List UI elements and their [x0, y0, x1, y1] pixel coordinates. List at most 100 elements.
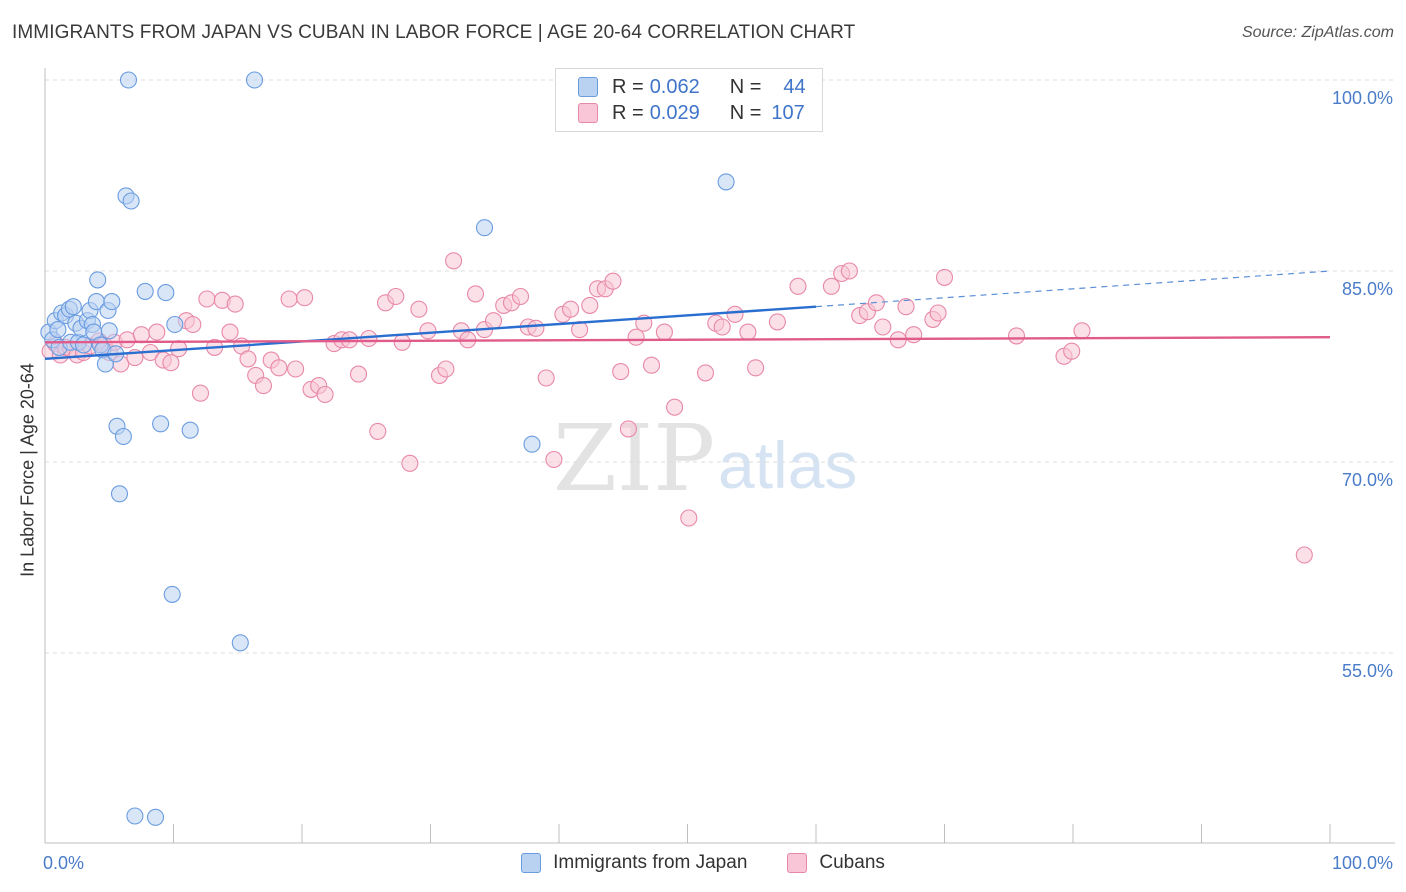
watermark-zip: ZIP: [553, 405, 715, 512]
watermark-atlas: atlas: [718, 428, 857, 502]
trend-line-cubans: [44, 336, 1331, 344]
data-point: [89, 271, 107, 289]
data-point: [96, 355, 114, 373]
stats-legend: R = 0.062 N = 44 R = 0.029 N = 107: [555, 68, 823, 132]
legend-r-label: R =: [612, 75, 644, 98]
trend-layer: [44, 270, 1331, 361]
data-point: [254, 377, 273, 395]
data-point: [655, 323, 673, 341]
data-point: [897, 298, 915, 316]
tick-labels: 100.0% 85.0% 70.0% 55.0% 0.0% 100.0%: [43, 88, 1393, 873]
data-point: [604, 272, 622, 290]
legend-row-japan: R = 0.062 N = 44: [578, 74, 806, 100]
data-point: [768, 313, 786, 331]
data-point: [49, 321, 67, 339]
data-point: [181, 421, 199, 439]
data-point: [287, 360, 305, 378]
data-point: [163, 585, 181, 603]
data-point: [74, 336, 93, 354]
data-point: [369, 422, 387, 440]
data-point: [475, 219, 494, 237]
data-point: [349, 365, 368, 383]
data-point: [713, 318, 731, 336]
data-point: [110, 485, 129, 503]
trend-line-japan: [44, 305, 817, 361]
data-point: [401, 454, 419, 472]
legend-n-value: 107: [771, 101, 805, 124]
data-point: [696, 364, 715, 382]
data-point: [162, 354, 180, 372]
data-point: [642, 356, 661, 374]
legend-row-cubans: R = 0.029 N = 107: [578, 100, 805, 126]
data-point: [935, 268, 954, 286]
data-point: [789, 277, 807, 295]
data-point: [245, 71, 264, 89]
data-point: [537, 369, 555, 387]
trend-line-japan-extension: [815, 270, 1331, 308]
data-point: [198, 290, 216, 308]
legend-r-value: 0.062: [649, 75, 700, 98]
x-tick-label: 100.0%: [1332, 853, 1393, 873]
data-point: [100, 322, 118, 340]
data-point: [126, 807, 144, 825]
data-point: [119, 71, 138, 89]
data-point: [822, 277, 840, 295]
data-point: [905, 326, 923, 344]
data-point: [280, 290, 298, 308]
legend-n-label: N =: [729, 75, 762, 98]
data-point: [1295, 546, 1313, 564]
watermark: ZIP atlas: [553, 405, 857, 512]
data-point: [929, 304, 947, 322]
data-point: [157, 284, 175, 302]
data-point: [103, 293, 121, 311]
data-point: [270, 359, 288, 377]
x-tick-label: 0.0%: [43, 853, 84, 873]
legend-item-cubans[interactable]: Cubans: [787, 852, 885, 874]
data-point: [739, 323, 757, 341]
legend-label-cubans: Cubans: [819, 852, 885, 873]
series-cubans: [41, 252, 1313, 564]
data-point: [747, 359, 765, 377]
data-point: [545, 450, 563, 469]
data-point: [410, 300, 428, 318]
data-point: [166, 315, 184, 334]
data-point: [726, 305, 744, 323]
data-point: [296, 289, 314, 307]
data-point: [840, 262, 858, 280]
y-tick-label: 55.0%: [1342, 661, 1393, 681]
y-tick-label: 85.0%: [1342, 279, 1393, 299]
data-point: [627, 328, 645, 346]
legend-swatch-cubans: [787, 853, 808, 873]
legend-swatch-japan: [578, 77, 598, 97]
data-point: [148, 323, 166, 341]
data-point: [484, 312, 503, 330]
data-point: [612, 363, 630, 381]
data-point: [562, 300, 580, 318]
data-point: [146, 808, 165, 826]
axes: [44, 68, 1395, 844]
data-point: [419, 322, 437, 340]
data-point: [581, 296, 599, 314]
data-point: [466, 285, 485, 303]
data-point: [393, 333, 411, 351]
data-point: [717, 173, 735, 191]
chart-title: IMMIGRANTS FROM JAPAN VS CUBAN IN LABOR …: [12, 22, 856, 43]
data-point: [231, 634, 249, 652]
legend-item-japan[interactable]: Immigrants from Japan: [521, 852, 747, 874]
legend-swatch-cubans: [578, 103, 598, 123]
legend-r-label: R =: [612, 101, 644, 124]
data-point: [316, 385, 334, 404]
data-point: [118, 331, 136, 349]
data-point: [114, 427, 132, 446]
data-point: [666, 398, 684, 416]
data-point: [226, 295, 244, 313]
legend-n-value: 44: [783, 75, 806, 98]
data-point: [387, 287, 405, 306]
data-point: [527, 319, 545, 337]
legend-swatch-japan: [521, 853, 542, 873]
data-point: [874, 318, 892, 336]
data-point: [132, 326, 150, 344]
data-point: [1073, 322, 1091, 340]
data-point: [239, 350, 257, 368]
series-legend: Immigrants from Japan Cubans: [0, 852, 1406, 874]
